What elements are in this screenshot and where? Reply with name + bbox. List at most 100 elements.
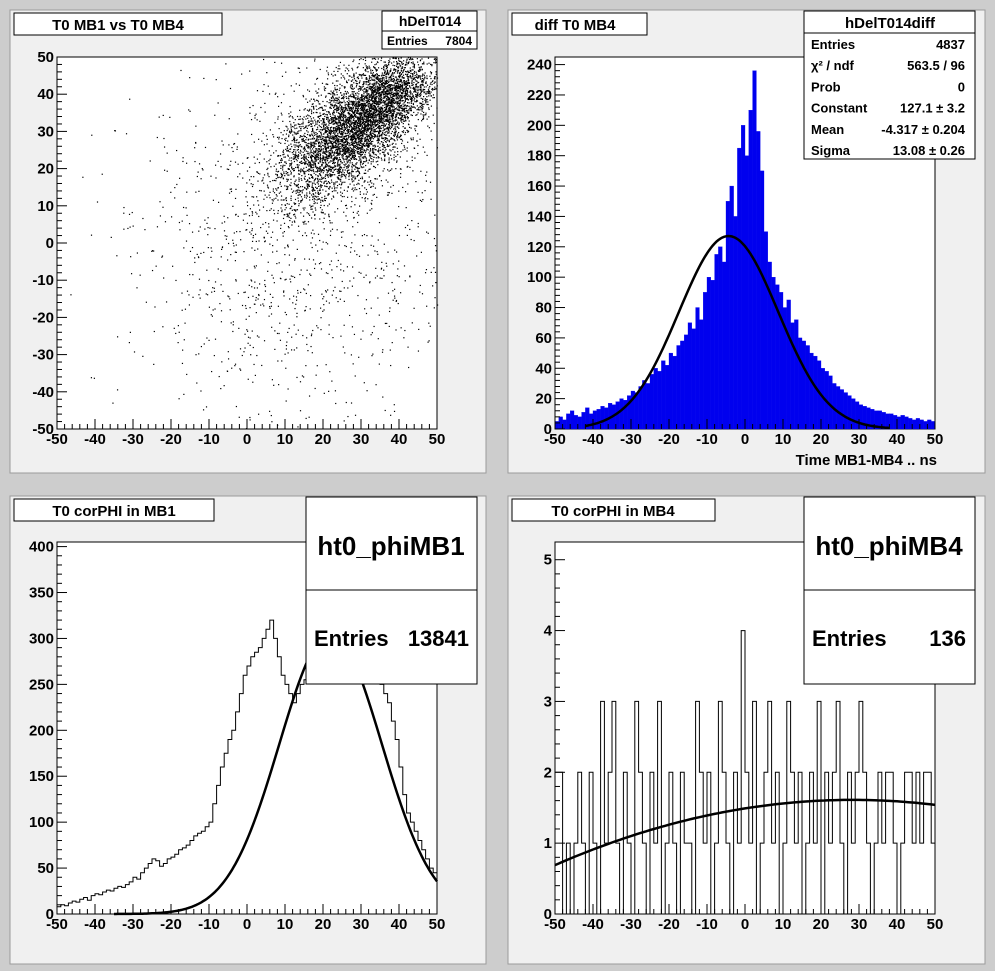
scatter-point — [286, 180, 288, 182]
scatter-point — [372, 76, 374, 78]
scatter-point — [280, 165, 282, 167]
scatter-point — [421, 102, 423, 105]
scatter-point — [280, 172, 282, 175]
scatter-point — [331, 97, 333, 99]
scatter-point — [356, 124, 359, 126]
scatter-point — [232, 242, 234, 244]
scatter-point — [389, 84, 391, 86]
scatter-point — [324, 195, 326, 197]
scatter-point — [380, 157, 383, 159]
scatter-point — [340, 200, 343, 202]
scatter-point — [339, 290, 341, 292]
scatter-point — [376, 251, 378, 253]
scatter-point — [356, 135, 358, 137]
scatter-point — [262, 179, 264, 181]
scatter-point — [298, 173, 301, 175]
scatter-point — [354, 109, 357, 111]
scatter-point — [318, 130, 320, 133]
scatter-point — [333, 107, 335, 109]
scatter-point — [352, 138, 354, 141]
scatter-point — [345, 119, 347, 122]
scatter-point — [320, 133, 322, 135]
scatter-point — [396, 102, 398, 104]
scatter-point — [298, 126, 301, 128]
scatter-point — [378, 151, 380, 153]
scatter-point — [392, 116, 394, 118]
scatter-point — [361, 140, 363, 143]
scatter-point — [230, 188, 233, 190]
scatter-point — [239, 348, 242, 350]
scatter-point — [297, 184, 299, 186]
scatter-point — [262, 90, 264, 93]
scatter-point — [286, 129, 288, 132]
scatter-point — [321, 170, 323, 172]
scatter-point — [405, 81, 407, 83]
scatter-point — [381, 85, 383, 87]
scatter-point — [372, 149, 374, 151]
scatter-point — [369, 153, 371, 155]
scatter-point — [380, 93, 382, 95]
scatter-point — [317, 92, 319, 94]
scatter-point — [318, 189, 321, 192]
scatter-point — [281, 204, 283, 206]
scatter-point — [377, 121, 380, 123]
scatter-point — [280, 62, 283, 64]
scatter-point — [362, 135, 364, 138]
scatter-point — [342, 156, 344, 158]
scatter-point — [267, 186, 269, 188]
scatter-point — [357, 122, 359, 124]
scatter-point — [328, 188, 330, 190]
scatter-point — [271, 421, 273, 423]
scatter-point — [296, 115, 299, 118]
scatter-point — [377, 156, 379, 158]
scatter-point — [302, 96, 305, 98]
scatter-point — [373, 58, 375, 60]
scatter-point — [184, 322, 186, 324]
scatter-point — [380, 59, 382, 62]
scatter-point — [326, 125, 328, 127]
scatter-point — [406, 115, 409, 118]
scatter-point — [275, 163, 277, 165]
scatter-point — [352, 152, 354, 154]
scatter-point — [382, 76, 384, 78]
scatter-point — [373, 100, 376, 102]
scatter-point — [362, 81, 365, 83]
scatter-point — [362, 98, 364, 100]
scatter-point — [362, 127, 364, 130]
scatter-point — [406, 116, 408, 118]
scatter-point — [389, 94, 391, 96]
scatter-point — [430, 63, 432, 66]
scatter-point — [400, 85, 402, 88]
scatter-point — [317, 177, 319, 180]
scatter-point — [363, 127, 365, 129]
scatter-point — [373, 121, 375, 124]
scatter-point — [349, 144, 351, 146]
scatter-point — [405, 120, 407, 122]
scatter-point — [184, 308, 187, 310]
scatter-point — [351, 110, 353, 112]
scatter-point — [283, 295, 285, 297]
scatter-point — [408, 82, 410, 84]
scatter-point — [402, 72, 404, 74]
scatter-point — [290, 163, 292, 165]
scatter-point — [233, 232, 235, 234]
scatter-point — [369, 121, 371, 123]
scatter-point — [349, 138, 352, 141]
scatter-point — [344, 175, 347, 177]
scatter-point — [402, 74, 405, 76]
scatter-point — [398, 84, 400, 86]
scatter-point — [357, 105, 359, 107]
scatter-point — [400, 69, 402, 71]
scatter-point — [363, 133, 365, 135]
scatter-point — [343, 143, 345, 145]
scatter-point — [281, 209, 283, 211]
scatter-point — [319, 150, 321, 152]
scatter-point — [418, 66, 420, 68]
scatter-point — [353, 156, 356, 159]
scatter-point — [332, 93, 334, 95]
scatter-point — [331, 277, 333, 279]
scatter-point — [406, 129, 408, 132]
scatter-point — [333, 90, 335, 92]
scatter-point — [305, 126, 307, 128]
scatter-point — [294, 141, 296, 144]
